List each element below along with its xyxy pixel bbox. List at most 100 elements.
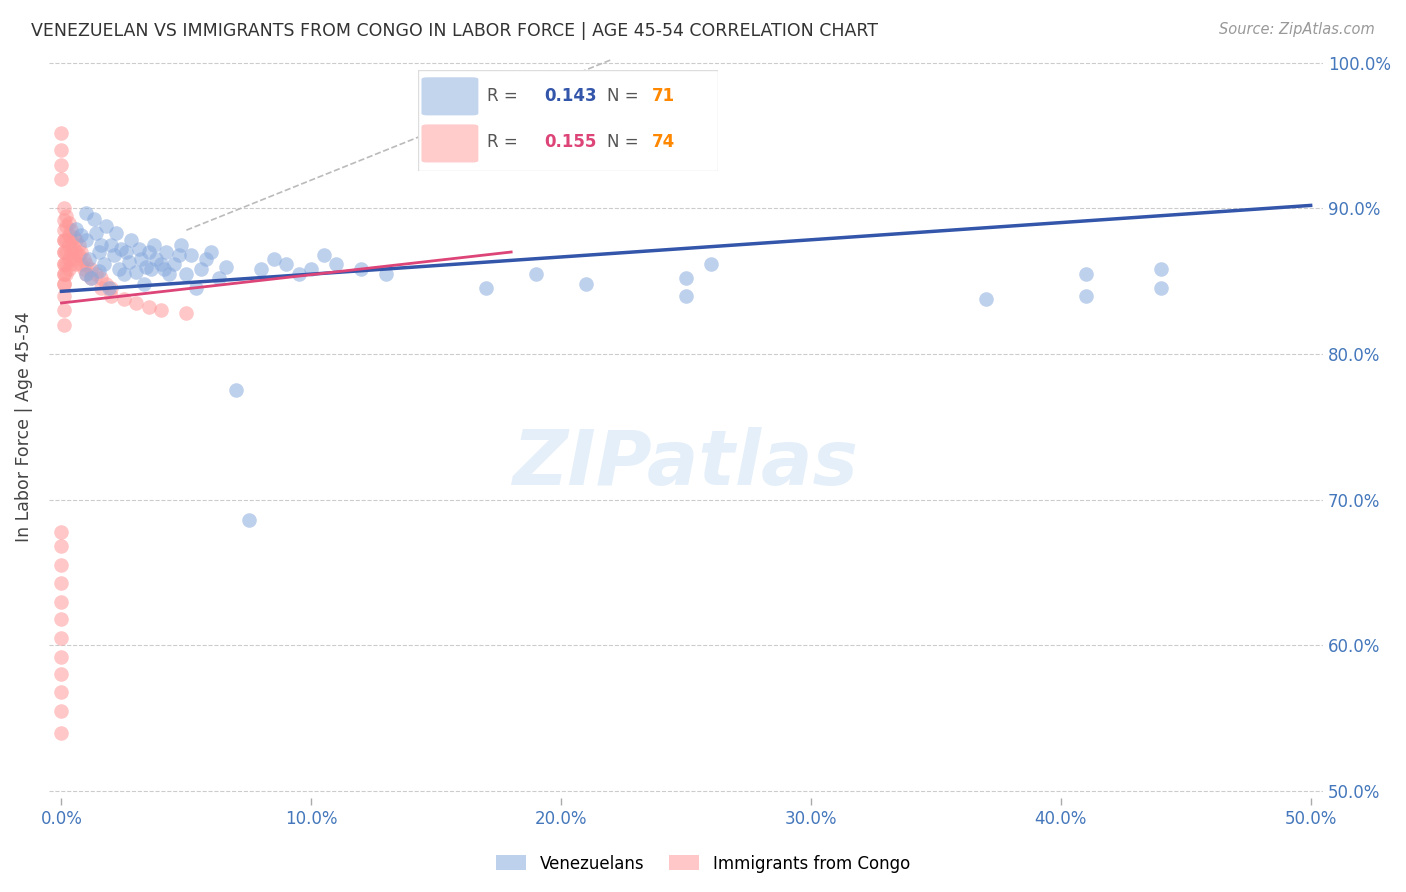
Immigrants from Congo	[52, 289, 75, 303]
Venezuelans	[75, 205, 97, 219]
Venezuelans	[190, 262, 212, 277]
Immigrants from Congo	[58, 252, 80, 267]
Venezuelans	[87, 245, 110, 260]
Immigrants from Congo	[63, 242, 86, 256]
Immigrants from Congo	[60, 233, 83, 247]
Immigrants from Congo	[63, 230, 86, 244]
Immigrants from Congo	[51, 725, 73, 739]
Venezuelans	[138, 245, 160, 260]
Venezuelans	[375, 267, 398, 281]
Immigrants from Congo	[51, 594, 73, 608]
Immigrants from Congo	[90, 281, 112, 295]
Immigrants from Congo	[51, 649, 73, 664]
Immigrants from Congo	[52, 303, 75, 318]
Immigrants from Congo	[51, 172, 73, 186]
Venezuelans	[145, 252, 167, 267]
Venezuelans	[70, 227, 93, 242]
Immigrants from Congo	[58, 216, 80, 230]
Venezuelans	[195, 252, 218, 267]
Venezuelans	[87, 264, 110, 278]
Immigrants from Congo	[52, 245, 75, 260]
Venezuelans	[675, 289, 697, 303]
Immigrants from Congo	[73, 262, 96, 277]
Immigrants from Congo	[75, 257, 97, 271]
Immigrants from Congo	[176, 306, 198, 320]
Immigrants from Congo	[150, 303, 173, 318]
Venezuelans	[80, 271, 103, 285]
Venezuelans	[100, 237, 122, 252]
Immigrants from Congo	[52, 267, 75, 281]
Immigrants from Congo	[100, 281, 122, 295]
Immigrants from Congo	[52, 213, 75, 227]
Immigrants from Congo	[65, 245, 87, 260]
Immigrants from Congo	[51, 575, 73, 590]
Immigrants from Congo	[65, 257, 87, 271]
Venezuelans	[425, 117, 447, 131]
Y-axis label: In Labor Force | Age 45-54: In Labor Force | Age 45-54	[15, 311, 32, 542]
Venezuelans	[1150, 281, 1173, 295]
Immigrants from Congo	[86, 267, 108, 281]
Venezuelans	[575, 277, 598, 291]
Immigrants from Congo	[52, 267, 75, 281]
Venezuelans	[120, 233, 142, 247]
Immigrants from Congo	[80, 271, 103, 285]
Venezuelans	[225, 384, 247, 398]
Venezuelans	[75, 233, 97, 247]
Immigrants from Congo	[52, 277, 75, 291]
Immigrants from Congo	[100, 289, 122, 303]
Venezuelans	[167, 248, 190, 262]
Venezuelans	[105, 226, 128, 240]
Immigrants from Congo	[52, 245, 75, 260]
Immigrants from Congo	[112, 292, 135, 306]
Venezuelans	[118, 255, 141, 269]
Venezuelans	[86, 226, 108, 240]
Immigrants from Congo	[52, 202, 75, 216]
Venezuelans	[238, 513, 260, 527]
Text: ZIPatlas: ZIPatlas	[513, 427, 859, 501]
Immigrants from Congo	[55, 209, 77, 223]
Venezuelans	[77, 252, 100, 267]
Venezuelans	[65, 221, 87, 235]
Immigrants from Congo	[138, 301, 160, 315]
Immigrants from Congo	[67, 237, 90, 252]
Immigrants from Congo	[51, 158, 73, 172]
Venezuelans	[115, 245, 138, 260]
Venezuelans	[135, 260, 157, 274]
Venezuelans	[170, 237, 193, 252]
Immigrants from Congo	[51, 558, 73, 573]
Text: VENEZUELAN VS IMMIGRANTS FROM CONGO IN LABOR FORCE | AGE 45-54 CORRELATION CHART: VENEZUELAN VS IMMIGRANTS FROM CONGO IN L…	[31, 22, 877, 40]
Venezuelans	[150, 257, 173, 271]
Immigrants from Congo	[51, 143, 73, 157]
Immigrants from Congo	[51, 524, 73, 539]
Immigrants from Congo	[55, 257, 77, 271]
Venezuelans	[155, 245, 177, 260]
Venezuelans	[83, 211, 105, 226]
Venezuelans	[475, 281, 498, 295]
Immigrants from Congo	[73, 252, 96, 267]
Venezuelans	[132, 277, 155, 291]
Venezuelans	[75, 267, 97, 281]
Venezuelans	[180, 248, 202, 262]
Immigrants from Congo	[67, 248, 90, 262]
Immigrants from Congo	[63, 252, 86, 267]
Venezuelans	[108, 262, 131, 277]
Venezuelans	[1074, 289, 1097, 303]
Immigrants from Congo	[52, 257, 75, 271]
Venezuelans	[131, 252, 153, 267]
Immigrants from Congo	[51, 539, 73, 553]
Text: Source: ZipAtlas.com: Source: ZipAtlas.com	[1219, 22, 1375, 37]
Immigrants from Congo	[55, 267, 77, 281]
Venezuelans	[186, 281, 208, 295]
Venezuelans	[299, 262, 322, 277]
Immigrants from Congo	[96, 277, 118, 291]
Venezuelans	[176, 267, 198, 281]
Immigrants from Congo	[90, 271, 112, 285]
Venezuelans	[200, 245, 222, 260]
Venezuelans	[208, 271, 231, 285]
Immigrants from Congo	[51, 612, 73, 626]
Venezuelans	[157, 267, 180, 281]
Venezuelans	[93, 257, 115, 271]
Venezuelans	[524, 267, 547, 281]
Immigrants from Congo	[55, 219, 77, 233]
Immigrants from Congo	[75, 267, 97, 281]
